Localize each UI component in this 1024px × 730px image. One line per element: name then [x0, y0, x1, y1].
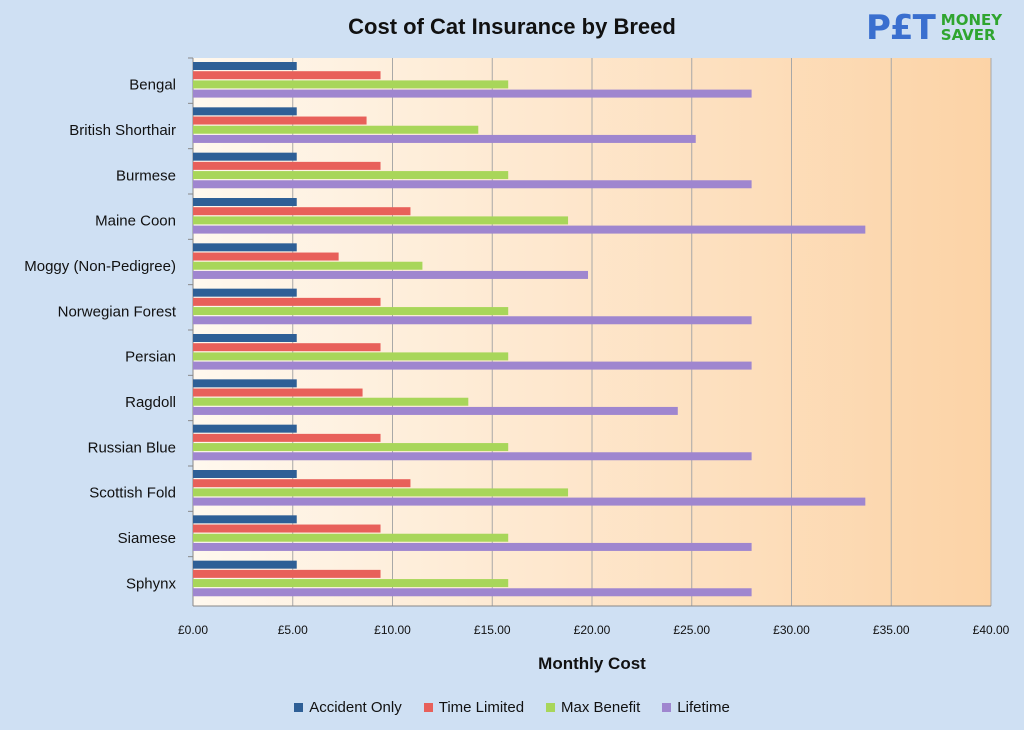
category-label: Scottish Fold — [89, 485, 176, 502]
legend-swatch — [294, 703, 304, 712]
legend-item: Lifetime — [662, 699, 730, 716]
bar-max-benefit — [193, 579, 509, 588]
legend-swatch — [423, 703, 433, 712]
bar-time-limited — [193, 297, 381, 306]
legend-label: Time Limited — [438, 699, 525, 716]
bar-accident-only — [193, 152, 297, 161]
bar-time-limited — [193, 161, 381, 170]
logo-saver: SAVER — [940, 26, 996, 44]
category-label: Bengal — [129, 77, 176, 94]
legend-item: Accident Only — [294, 699, 402, 716]
category-label: Maine Coon — [95, 213, 176, 230]
bar-max-benefit — [193, 125, 479, 134]
legend-label: Max Benefit — [561, 699, 641, 716]
bar-max-benefit — [193, 488, 569, 497]
chart-title: Cost of Cat Insurance by Breed — [348, 14, 676, 39]
category-label: Russian Blue — [88, 439, 176, 456]
bar-accident-only — [193, 515, 297, 524]
category-label: Burmese — [116, 167, 176, 184]
bar-time-limited — [193, 388, 363, 397]
bar-time-limited — [193, 252, 339, 261]
bar-time-limited — [193, 116, 367, 125]
category-label: Moggy (Non-Pedigree) — [24, 258, 176, 275]
bar-max-benefit — [193, 261, 423, 270]
x-tick-label: £10.00 — [374, 623, 411, 637]
legend-swatch — [546, 703, 556, 712]
bar-max-benefit — [193, 80, 509, 89]
bar-lifetime — [193, 542, 752, 551]
bar-max-benefit — [193, 171, 509, 180]
bar-lifetime — [193, 588, 752, 597]
bar-accident-only — [193, 470, 297, 478]
bar-time-limited — [193, 71, 381, 80]
bar-time-limited — [193, 524, 381, 533]
bar-accident-only — [193, 243, 297, 252]
logo-money: MONEY — [940, 11, 1003, 29]
bar-max-benefit — [193, 352, 509, 361]
logo-money-saver-text: MONEY SAVER — [941, 13, 1002, 43]
bar-max-benefit — [193, 216, 569, 225]
category-label: Ragdoll — [125, 394, 176, 411]
legend: Accident Only Time Limited Max Benefit Life… — [0, 699, 1024, 716]
x-axis-label: Monthly Cost — [538, 654, 646, 673]
logo-pet-text: P£T — [866, 8, 936, 48]
bar-lifetime — [193, 89, 752, 98]
legend-label: Accident Only — [309, 699, 402, 716]
category-label: Sphynx — [126, 575, 177, 592]
bar-lifetime — [193, 406, 678, 415]
bar-accident-only — [193, 334, 297, 342]
bar-lifetime — [193, 134, 696, 143]
x-tick-label: £5.00 — [278, 623, 308, 637]
bar-time-limited — [193, 207, 411, 216]
category-label: Norwegian Forest — [58, 303, 177, 320]
bar-accident-only — [193, 379, 297, 388]
category-label: Siamese — [118, 530, 176, 547]
bar-time-limited — [193, 569, 381, 578]
bar-accident-only — [193, 107, 297, 116]
bar-max-benefit — [193, 443, 509, 452]
x-tick-label: £30.00 — [773, 623, 810, 637]
bar-accident-only — [193, 198, 297, 206]
legend-swatch — [662, 703, 672, 712]
x-tick-label: £40.00 — [973, 623, 1010, 637]
category-label: Persian — [125, 349, 176, 366]
x-tick-label: £25.00 — [673, 623, 710, 637]
legend-item: Max Benefit — [546, 699, 640, 716]
pet-money-saver-logo: P£T MONEY SAVER — [866, 8, 1002, 48]
bar-lifetime — [193, 497, 866, 506]
bar-accident-only — [193, 288, 297, 297]
bar-max-benefit — [193, 397, 469, 406]
bar-max-benefit — [193, 533, 509, 542]
x-tick-label: £35.00 — [873, 623, 910, 637]
bar-lifetime — [193, 180, 752, 189]
x-tick-label: £15.00 — [474, 623, 511, 637]
bar-lifetime — [193, 361, 752, 370]
bar-lifetime — [193, 316, 752, 325]
bar-accident-only — [193, 62, 297, 70]
bar-time-limited — [193, 433, 381, 442]
x-tick-label: £20.00 — [574, 623, 611, 637]
bar-time-limited — [193, 479, 411, 488]
category-label: British Shorthair — [69, 122, 176, 139]
x-tick-label: £0.00 — [178, 623, 208, 637]
bar-lifetime — [193, 225, 866, 234]
bar-accident-only — [193, 424, 297, 433]
bar-accident-only — [193, 560, 297, 569]
bar-lifetime — [193, 452, 752, 461]
bar-time-limited — [193, 343, 381, 352]
legend-label: Lifetime — [677, 699, 730, 716]
bar-lifetime — [193, 270, 589, 279]
bar-max-benefit — [193, 307, 509, 316]
legend-item: Time Limited — [423, 699, 525, 716]
